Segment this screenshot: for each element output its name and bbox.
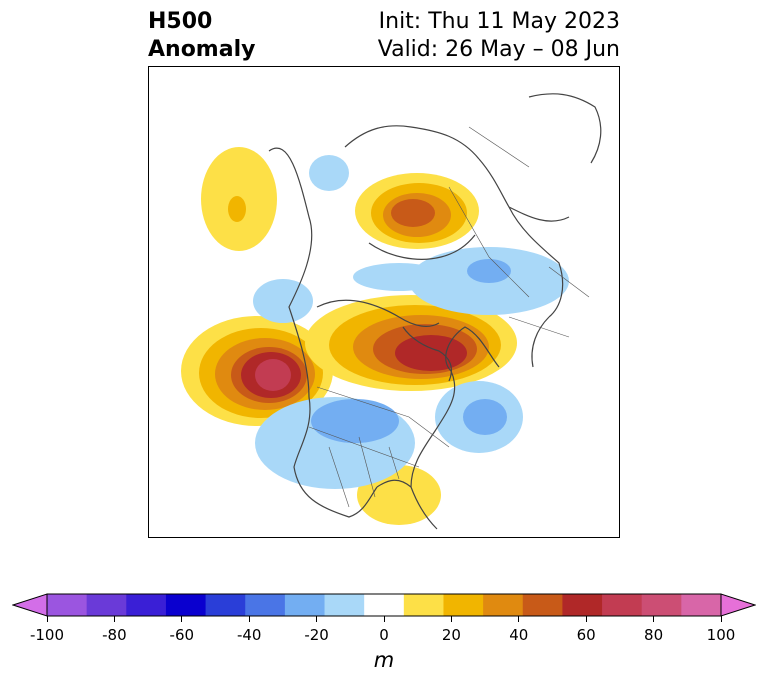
title-field: Anomaly bbox=[148, 37, 256, 62]
colorbar-tick-mark bbox=[653, 616, 655, 622]
map-canvas bbox=[181, 93, 602, 530]
colorbar-swatch bbox=[165, 594, 207, 616]
colorbar-swatch bbox=[602, 594, 643, 616]
central-us-trough bbox=[255, 397, 415, 489]
colorbar-tick-mark bbox=[113, 616, 115, 622]
colorbar-tick-label: -40 bbox=[236, 626, 262, 644]
colorbar-tick-mark bbox=[46, 616, 48, 622]
europe-trough bbox=[353, 247, 569, 315]
colorbar-tick-label: 20 bbox=[441, 626, 461, 644]
colorbar-swatch bbox=[47, 594, 88, 616]
colorbar-extend-low bbox=[12, 593, 48, 617]
colorbar-tick-label: -20 bbox=[304, 626, 329, 644]
borders bbox=[308, 126, 590, 508]
alaska-ridge bbox=[201, 147, 277, 251]
pacific-trough bbox=[253, 155, 349, 323]
colorbar-swatch bbox=[205, 594, 246, 616]
colorbar-tick-mark bbox=[585, 616, 587, 622]
map-dates: Init: Thu 11 May 2023 Valid: 26 May – 08… bbox=[378, 8, 620, 64]
colorbar-swatch bbox=[126, 594, 167, 616]
map-title: H500 Anomaly bbox=[148, 8, 255, 64]
colorbar-swatch bbox=[284, 594, 326, 616]
colorbar-swatch bbox=[443, 594, 484, 616]
colorbar bbox=[12, 593, 756, 617]
colorbar-swatch bbox=[86, 594, 127, 616]
colorbar-swatch bbox=[641, 594, 682, 616]
init-date: Init: Thu 11 May 2023 bbox=[378, 9, 620, 34]
colorbar-swatch bbox=[324, 594, 365, 616]
colorbar-swatch bbox=[483, 594, 524, 616]
colorbar-swatch bbox=[245, 594, 286, 616]
colorbar-swatch bbox=[364, 594, 405, 616]
colorbar-tick-mark bbox=[316, 616, 318, 622]
colorbar-swatch bbox=[562, 594, 603, 616]
colorbar-tick-label: 80 bbox=[644, 626, 664, 644]
colorbar-tick-mark bbox=[518, 616, 520, 622]
colorbar-tick-label: -100 bbox=[29, 626, 65, 644]
colorbar-swatch bbox=[681, 594, 722, 616]
title-variable: H500 bbox=[148, 9, 213, 34]
colorbar-tick-mark bbox=[181, 616, 183, 622]
colorbar-tick-mark bbox=[248, 616, 250, 622]
north-atlantic-trough bbox=[435, 381, 523, 453]
colorbar-tick-label: 60 bbox=[576, 626, 596, 644]
colorbar-units: m bbox=[373, 648, 395, 672]
anomaly-map bbox=[148, 66, 620, 538]
colorbar-swatch bbox=[522, 594, 563, 616]
colorbar-extend-high bbox=[720, 593, 756, 617]
coastlines bbox=[268, 93, 602, 530]
colorbar-tick-label: -80 bbox=[102, 626, 127, 644]
colorbar-tick-label: 0 bbox=[379, 626, 389, 644]
colorbar-tick-mark bbox=[720, 616, 722, 622]
colorbar-tick-label: 40 bbox=[509, 626, 529, 644]
pacific-ridge bbox=[181, 316, 333, 426]
colorbar-swatch bbox=[403, 594, 444, 616]
colorbar-tick-mark bbox=[383, 616, 385, 622]
valid-range: Valid: 26 May – 08 Jun bbox=[377, 37, 620, 62]
siberia-ridge bbox=[355, 173, 479, 249]
colorbar-tick-mark bbox=[450, 616, 452, 622]
colorbar-tick-label: -60 bbox=[169, 626, 195, 644]
colorbar-tick-label: 100 bbox=[706, 626, 736, 644]
